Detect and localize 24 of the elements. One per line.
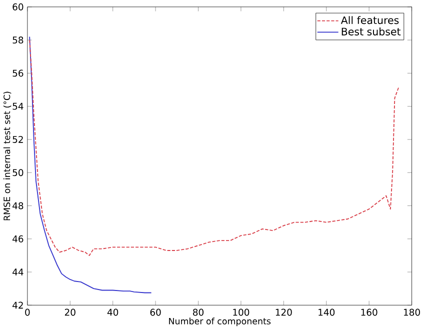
- x-tick-label: 80: [193, 309, 204, 316]
- y-axis-title: RMSE on internal test set (°C): [3, 92, 12, 220]
- y-tick-label: 46: [12, 236, 24, 243]
- y-tick-label: 56: [12, 70, 24, 77]
- y-tick-label: 54: [12, 103, 24, 110]
- legend-label: Best subset: [342, 28, 401, 36]
- x-tick-label: 40: [107, 309, 118, 316]
- legend-label: All features: [340, 16, 399, 24]
- x-tick-label: 180: [404, 309, 420, 316]
- x-axis-title: Number of components: [169, 318, 271, 326]
- y-tick-label: 48: [12, 202, 24, 210]
- x-tick-label: 100: [233, 309, 250, 316]
- y-tick-label: 52: [12, 136, 23, 144]
- x-tick-label: 160: [361, 309, 378, 316]
- x-tick-label: 20: [64, 309, 76, 316]
- x-tick-label: 60: [150, 309, 161, 316]
- x-tick-label: 120: [276, 309, 292, 316]
- y-tick-label: 60: [12, 4, 24, 11]
- y-tick-label: 50: [12, 169, 24, 176]
- x-tick-label: 0: [25, 309, 30, 316]
- y-tick-label: 44: [12, 268, 24, 276]
- y-tick-label: 58: [12, 36, 24, 44]
- y-tick-label: 42: [12, 302, 23, 309]
- x-tick-label: 140: [318, 309, 335, 316]
